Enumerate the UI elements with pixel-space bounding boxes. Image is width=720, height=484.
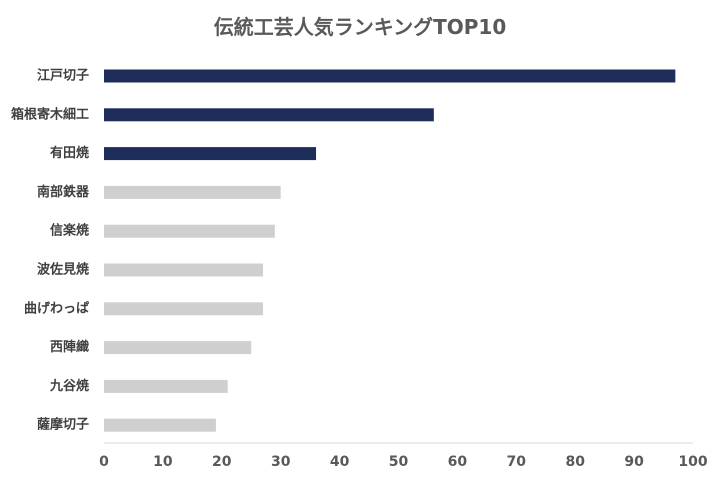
x-tick-label: 40 [330, 454, 350, 470]
category-label: 信楽焼 [50, 223, 89, 239]
bar-8 [104, 341, 252, 355]
bar-9 [104, 379, 228, 393]
category-label: 西陣織 [50, 339, 89, 355]
bar-10 [104, 418, 216, 432]
bars-layer [104, 69, 676, 432]
x-tick-label: 10 [153, 454, 173, 470]
category-label: 薩摩切子 [37, 417, 89, 433]
x-tick-label: 0 [99, 454, 109, 470]
x-tick-label: 60 [448, 454, 468, 470]
category-label: 南部鉄器 [37, 184, 90, 200]
x-tick-label: 90 [624, 454, 644, 470]
category-label: 箱根寄木細工 [11, 106, 89, 122]
bar-1 [104, 69, 676, 83]
chart-title: 伝統工芸人気ランキングTOP10 [214, 15, 507, 39]
bar-4 [104, 185, 281, 199]
category-label: 波佐見焼 [37, 262, 89, 278]
x-axis-ticks: 0 10 20 30 40 50 60 70 80 90 100 [99, 454, 708, 470]
x-tick-label: 70 [507, 454, 527, 470]
category-label: 曲げわっぱ [24, 300, 89, 316]
bar-2 [104, 108, 434, 122]
x-tick-label: 100 [678, 454, 707, 470]
bar-7 [104, 302, 264, 316]
x-tick-label: 50 [389, 454, 409, 470]
category-label: 九谷焼 [49, 378, 89, 394]
x-tick-label: 30 [271, 454, 291, 470]
bar-5 [104, 224, 275, 238]
bar-3 [104, 147, 317, 161]
category-label: 有田焼 [50, 145, 89, 161]
category-label: 江戸切子 [37, 68, 89, 84]
x-tick-label: 20 [212, 454, 232, 470]
x-tick-label: 80 [565, 454, 585, 470]
bar-6 [104, 263, 264, 277]
